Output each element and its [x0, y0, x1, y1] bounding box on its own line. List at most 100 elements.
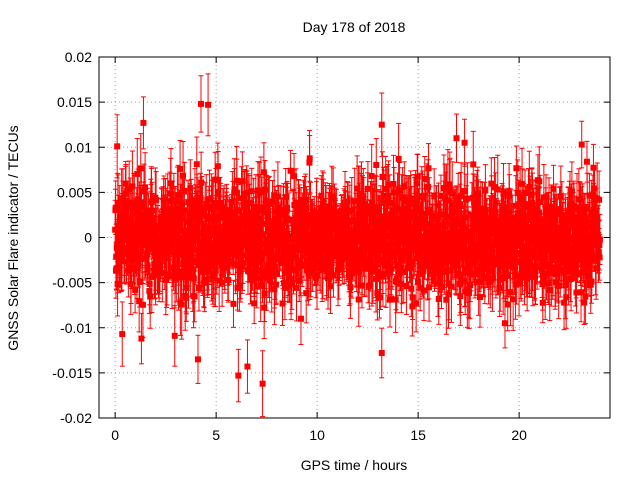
- marker-square: [198, 179, 205, 186]
- marker-square: [183, 284, 190, 291]
- marker-square: [271, 192, 278, 199]
- marker-square: [273, 270, 280, 277]
- marker-square: [288, 280, 295, 287]
- marker-square: [135, 251, 142, 258]
- marker-square: [137, 238, 144, 245]
- marker-square: [159, 270, 166, 277]
- marker-square: [229, 199, 236, 206]
- marker-square: [261, 290, 268, 297]
- marker-square: [134, 170, 141, 177]
- marker-square: [306, 155, 313, 162]
- marker-square: [282, 193, 289, 200]
- marker-square: [217, 200, 224, 207]
- marker-square: [231, 186, 238, 193]
- marker-square: [200, 268, 207, 275]
- marker-square: [376, 294, 383, 301]
- data-points: [112, 73, 603, 418]
- marker-square: [215, 189, 222, 196]
- marker-square: [239, 252, 246, 259]
- marker-square: [248, 188, 255, 195]
- marker-square: [163, 271, 170, 278]
- marker-square: [178, 301, 185, 308]
- marker-square: [268, 273, 275, 280]
- marker-square: [221, 258, 228, 265]
- marker-square: [128, 265, 135, 272]
- marker-square: [233, 189, 240, 196]
- marker-square: [139, 301, 146, 308]
- marker-square: [267, 268, 274, 275]
- marker-square: [137, 165, 144, 172]
- marker-square: [290, 220, 297, 227]
- marker-square: [256, 225, 263, 232]
- marker-square: [250, 270, 257, 277]
- marker-square: [379, 173, 386, 180]
- marker-square: [250, 210, 257, 217]
- marker-square: [189, 236, 196, 243]
- marker-square: [127, 199, 134, 206]
- marker-square: [236, 282, 243, 289]
- marker-square: [171, 232, 178, 239]
- marker-square: [212, 267, 219, 274]
- marker-square: [180, 172, 187, 179]
- marker-square: [225, 277, 232, 284]
- marker-square: [126, 186, 133, 193]
- marker-square: [148, 199, 155, 206]
- marker-square: [364, 185, 371, 192]
- marker-square: [136, 278, 143, 285]
- marker-square: [271, 265, 278, 272]
- marker-square: [136, 230, 143, 237]
- marker-square: [239, 263, 246, 270]
- marker-square: [170, 264, 177, 271]
- marker-square: [260, 220, 267, 227]
- marker-square: [197, 243, 204, 250]
- marker-square: [129, 226, 136, 233]
- marker-square: [269, 198, 276, 205]
- marker-square: [174, 198, 181, 205]
- marker-square: [282, 269, 289, 276]
- marker-square: [166, 243, 173, 250]
- marker-square: [230, 300, 237, 307]
- marker-square: [147, 293, 154, 300]
- marker-square: [202, 255, 209, 262]
- marker-square: [122, 190, 129, 197]
- marker-square: [114, 280, 121, 287]
- marker-square: [205, 235, 212, 242]
- marker-square: [146, 280, 153, 287]
- marker-square: [187, 263, 194, 270]
- marker-square: [191, 230, 198, 237]
- marker-square: [187, 249, 194, 256]
- marker-square: [119, 196, 126, 203]
- marker-square: [251, 300, 258, 307]
- marker-square: [247, 243, 254, 250]
- marker-square: [197, 194, 204, 201]
- marker-square: [131, 247, 138, 254]
- marker-square: [266, 200, 273, 207]
- marker-square: [262, 250, 269, 257]
- marker-square: [140, 188, 147, 195]
- marker-square: [181, 187, 188, 194]
- marker-square: [281, 279, 288, 286]
- marker-square: [162, 276, 169, 283]
- marker-square: [143, 251, 150, 258]
- data-point: [251, 282, 258, 325]
- marker-square: [129, 183, 136, 190]
- marker-square: [237, 268, 244, 275]
- marker-square: [191, 293, 198, 300]
- marker-square: [247, 276, 254, 283]
- marker-square: [130, 254, 137, 261]
- marker-square: [173, 268, 180, 275]
- marker-square: [195, 284, 202, 291]
- marker-square: [166, 198, 173, 205]
- marker-square: [221, 232, 228, 239]
- marker-square: [125, 233, 132, 240]
- marker-square: [133, 239, 140, 246]
- marker-square: [214, 248, 221, 255]
- marker-square: [201, 244, 208, 251]
- marker-square: [240, 212, 247, 219]
- marker-square: [142, 184, 149, 191]
- marker-square: [177, 165, 184, 172]
- marker-square: [131, 230, 138, 237]
- marker-square: [184, 241, 191, 248]
- marker-square: [171, 276, 178, 283]
